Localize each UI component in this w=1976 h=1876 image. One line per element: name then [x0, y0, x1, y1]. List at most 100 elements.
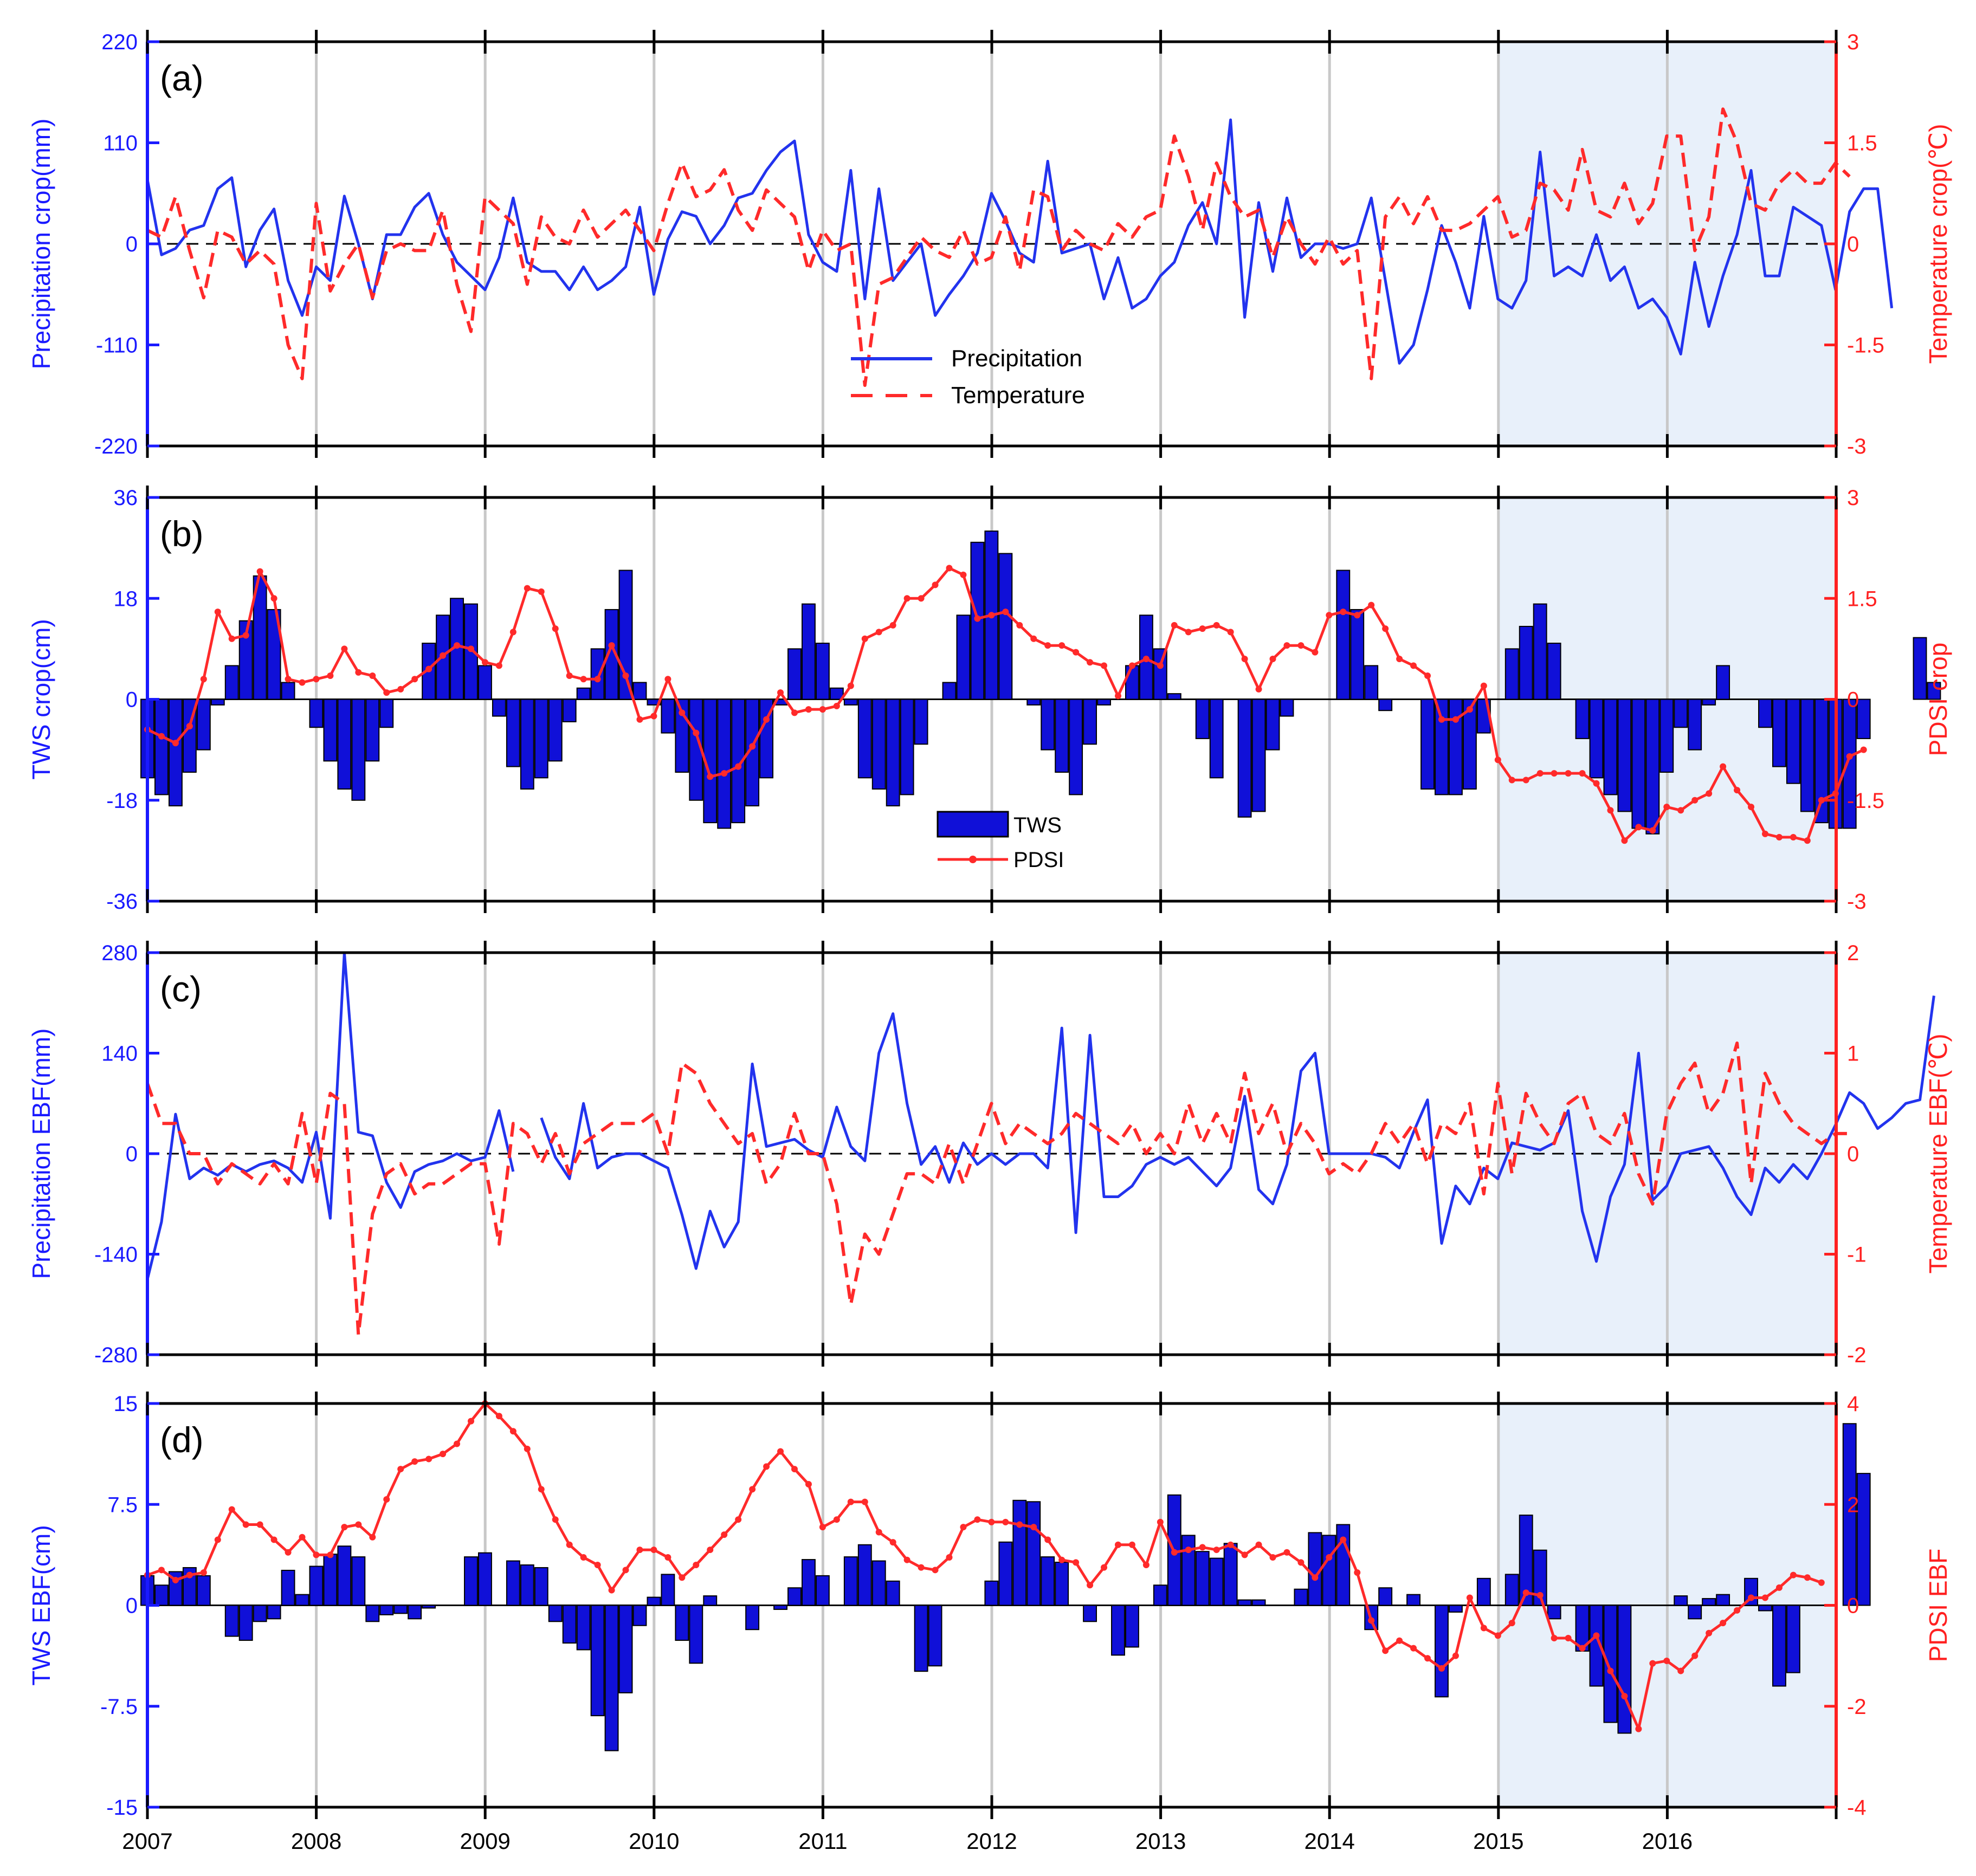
pdsi-point: [622, 672, 629, 680]
pdsi-point: [1480, 1625, 1487, 1632]
pdsi-point: [1494, 756, 1501, 764]
pdsi-point: [1818, 797, 1825, 804]
pdsi-point: [1536, 1592, 1544, 1599]
y-tick-label-left: 7.5: [107, 1493, 138, 1517]
tws-bar: [590, 648, 605, 700]
tws-bar: [196, 1575, 211, 1606]
tws-bar: [1294, 1588, 1308, 1606]
pdsi-point: [707, 773, 714, 780]
tws-bar: [1026, 698, 1041, 706]
y-tick-label-left: 140: [101, 1042, 138, 1066]
legend-tws-label: TWS: [1013, 813, 1062, 837]
pdsi-point: [1002, 1518, 1009, 1525]
tws-bar: [464, 1556, 478, 1606]
pdsi-point: [1452, 1652, 1459, 1659]
tws-bar: [984, 1580, 999, 1606]
tws-bar: [1041, 698, 1055, 751]
tws-bar: [618, 1605, 633, 1693]
y-tick-label-left: -7.5: [100, 1695, 138, 1719]
pdsi-point: [397, 1466, 404, 1473]
pdsi-point: [707, 1547, 714, 1554]
pdsi-point: [1073, 649, 1080, 656]
pdsi-point: [1101, 662, 1108, 669]
pdsi-point: [735, 1516, 742, 1523]
y-tick-label-right: 2: [1847, 1493, 1859, 1517]
pdsi-point: [903, 595, 910, 602]
pdsi-point: [1382, 1647, 1389, 1654]
pdsi-point: [552, 625, 559, 632]
pdsi-point: [327, 1551, 334, 1558]
tws-bar: [604, 609, 619, 700]
tws-bar: [1378, 1587, 1393, 1606]
pdsi-point: [1227, 629, 1234, 636]
pdsi-point: [875, 1529, 882, 1536]
pdsi-point: [425, 665, 432, 672]
pdsi-point: [763, 1463, 770, 1470]
tws-bar: [1041, 1556, 1055, 1606]
tws-bar: [1716, 1594, 1730, 1606]
pdsi-point: [1157, 662, 1164, 669]
panel-c: 280 140 0 -140 -280 2 1 0 -1 -2 Precipitation EBF(…: [27, 941, 1952, 1367]
pdsi-point: [1396, 656, 1403, 662]
pdsi-point: [791, 1466, 798, 1473]
pdsi-point: [777, 1448, 784, 1455]
pdsi-point: [749, 743, 756, 750]
pdsi-point: [861, 635, 868, 642]
pdsi-point: [242, 1521, 249, 1528]
pdsi-point: [495, 1413, 502, 1420]
x-tick-label: 2016: [1642, 1828, 1693, 1854]
tws-bar: [478, 1552, 492, 1606]
tws-bar: [802, 1559, 816, 1606]
pdsi-point: [594, 1562, 601, 1568]
tws-bar: [1209, 698, 1224, 779]
pdsi-point: [1804, 1574, 1811, 1581]
pdsi-point: [861, 1498, 868, 1505]
pdsi-point: [228, 635, 235, 642]
pdsi-point: [256, 568, 263, 575]
pdsi-point: [1607, 807, 1614, 814]
pdsi-point: [1522, 777, 1529, 784]
tws-bar: [379, 698, 394, 728]
tws-bar: [1702, 698, 1716, 706]
y-axis-label-left: TWS crop(cm): [27, 619, 55, 779]
pdsi-point: [636, 716, 643, 723]
pdsi-point: [1058, 1556, 1066, 1563]
tws-bar: [1280, 698, 1294, 717]
pdsi-point: [270, 1536, 277, 1543]
pdsi-point: [1142, 1562, 1150, 1568]
tws-bar: [154, 698, 169, 795]
pdsi-point: [214, 1536, 221, 1543]
pdsi-point: [805, 1481, 812, 1487]
tws-bar: [323, 698, 338, 762]
tws-bar: [815, 1575, 830, 1606]
pdsi-point: [946, 565, 953, 572]
pdsi-point: [1185, 629, 1192, 636]
tws-bar: [520, 1564, 534, 1606]
pdsi-point: [1761, 1594, 1768, 1601]
y-tick-label-left: 280: [101, 941, 138, 965]
pdsi-point: [1508, 1620, 1515, 1627]
pdsi-point: [932, 581, 939, 588]
pdsi-point: [1128, 662, 1135, 669]
pdsi-point: [1073, 1559, 1080, 1566]
tws-bar: [1322, 1535, 1336, 1606]
pdsi-point: [889, 1539, 896, 1546]
tws-bar: [871, 698, 886, 790]
pdsi-point: [369, 672, 376, 680]
pdsi-point: [1002, 609, 1009, 616]
pdsi-point: [1706, 1629, 1713, 1636]
tws-bar: [576, 1605, 591, 1651]
y-tick-label-left: 220: [101, 30, 138, 54]
pdsi-point: [721, 770, 728, 777]
pdsi-point: [1621, 837, 1628, 844]
tws-bar: [1842, 1423, 1857, 1606]
y-tick-label-left: -36: [106, 890, 138, 914]
panel-label: (a): [160, 58, 204, 98]
pdsi-point: [932, 1567, 939, 1574]
tws-bar: [1251, 1599, 1266, 1606]
tws-bar: [1589, 698, 1604, 779]
pdsi-point: [988, 612, 995, 619]
pdsi-point: [622, 1567, 629, 1574]
tws-bar: [773, 1605, 787, 1610]
y-axis-label-right: PDSI crop: [1924, 643, 1952, 756]
